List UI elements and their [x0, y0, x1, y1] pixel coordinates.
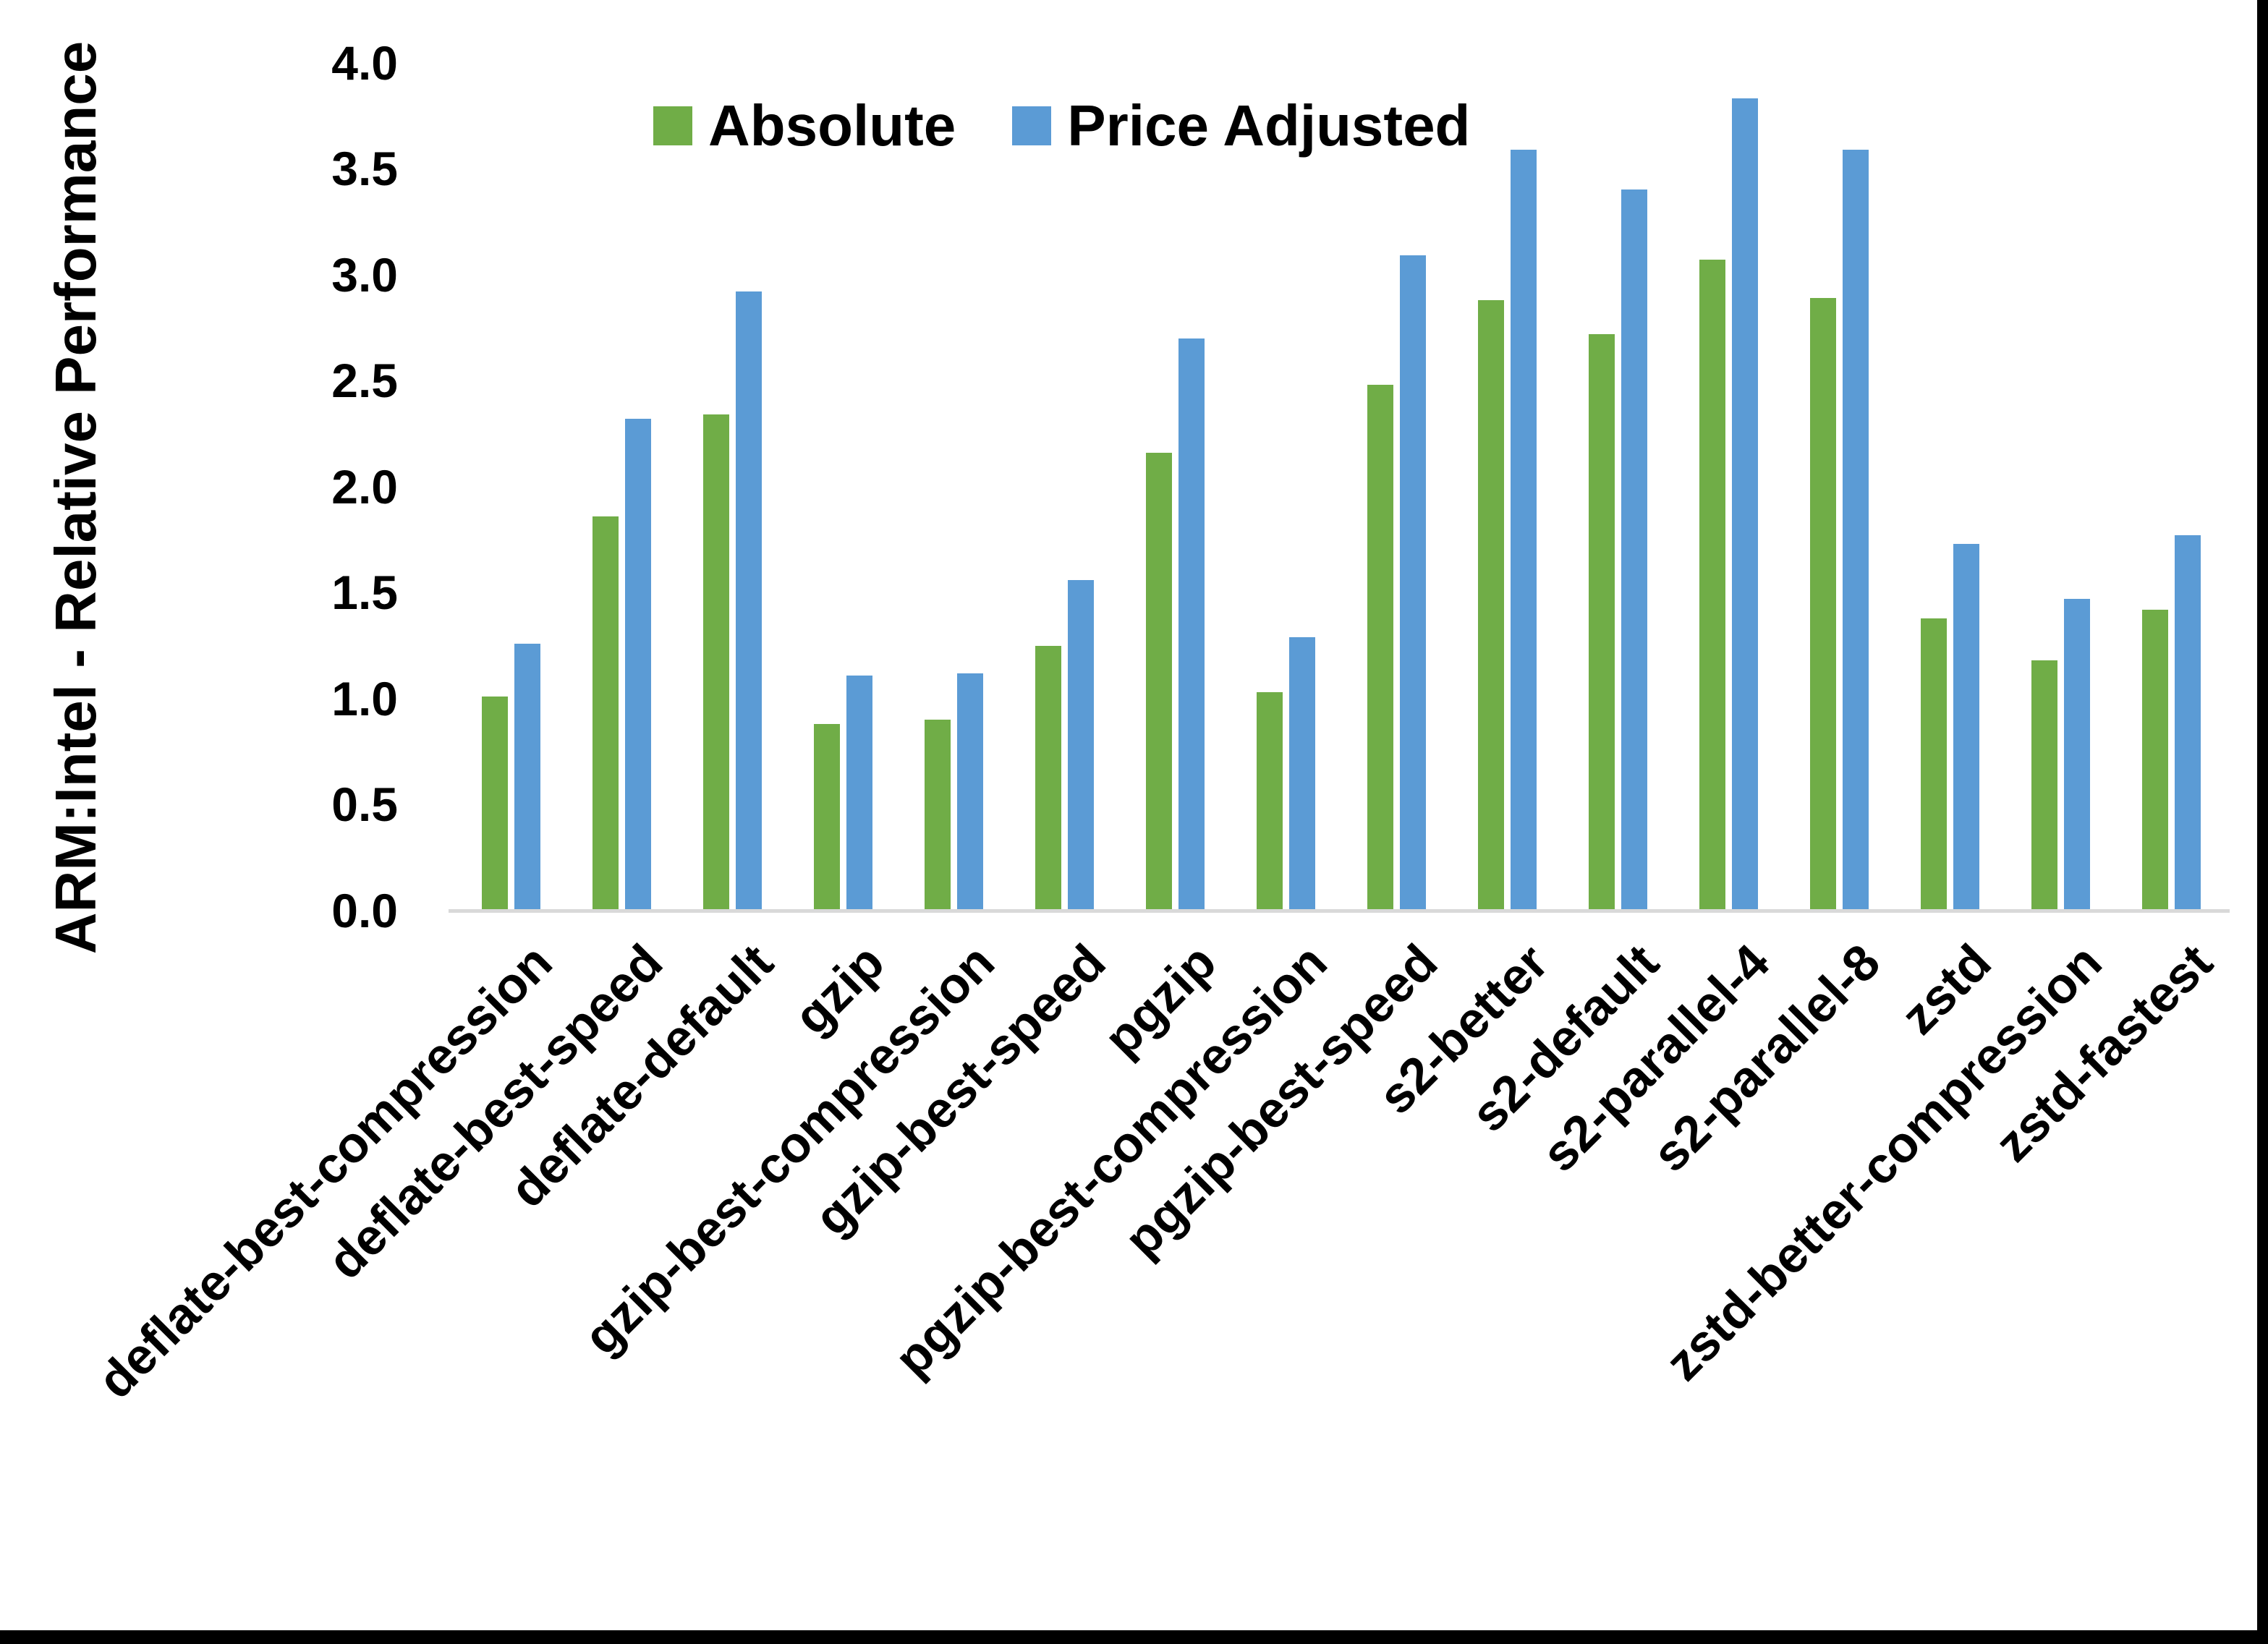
- frame-bottom-edge: [0, 1630, 2268, 1644]
- legend-label-price-adjusted: Price Adjusted: [1067, 93, 1471, 158]
- bar-price-adjusted-deflate-best-speed: [625, 419, 651, 911]
- bar-absolute-zstd-fastest: [2142, 610, 2168, 911]
- bar-group-deflate-best-compression: [456, 0, 566, 911]
- bar-group-zstd: [1895, 0, 2005, 911]
- bar-group-pgzip-best-speed: [1341, 0, 1452, 911]
- bars-area: [456, 0, 2227, 911]
- bar-absolute-s2-better: [1478, 300, 1504, 911]
- y-tick-label: 2.5: [331, 354, 398, 408]
- bar-group-s2-better: [1452, 0, 1563, 911]
- bar-price-adjusted-s2-parallel-8: [1843, 150, 1869, 911]
- x-tick-label-deflate-best-compression: deflate-best-compression: [86, 933, 563, 1410]
- bar-group-pgzip-best-compression: [1231, 0, 1341, 911]
- bar-absolute-zstd: [1921, 618, 1947, 911]
- legend: Absolute Price Adjusted: [653, 93, 1470, 159]
- bar-group-gzip-best-speed: [1009, 0, 1120, 911]
- x-axis-line: [449, 909, 2230, 913]
- bar-price-adjusted-s2-better: [1511, 150, 1537, 911]
- bar-price-adjusted-zstd-better-compression: [2064, 599, 2090, 911]
- bar-group-pgzip: [1120, 0, 1231, 911]
- y-tick-label: 0.0: [331, 884, 398, 937]
- bar-absolute-deflate-default: [703, 414, 729, 911]
- bar-price-adjusted-s2-default: [1621, 189, 1647, 911]
- bar-price-adjusted-s2-parallel-4: [1732, 98, 1758, 911]
- bar-group-gzip: [788, 0, 899, 911]
- bar-absolute-pgzip-best-compression: [1257, 692, 1283, 911]
- frame-right-edge: [2257, 0, 2268, 1644]
- bar-absolute-s2-parallel-4: [1699, 260, 1725, 911]
- bar-price-adjusted-pgzip-best-speed: [1400, 255, 1426, 911]
- bar-price-adjusted-zstd-fastest: [2175, 535, 2201, 911]
- y-tick-label: 2.0: [331, 459, 398, 514]
- bar-absolute-gzip-best-compression: [925, 720, 951, 911]
- bar-price-adjusted-pgzip: [1178, 338, 1205, 911]
- bar-price-adjusted-pgzip-best-compression: [1289, 637, 1315, 911]
- bar-group-s2-parallel-8: [1784, 0, 1895, 911]
- bar-group-zstd-better-compression: [2005, 0, 2116, 911]
- y-tick-label: 1.0: [331, 671, 398, 725]
- bar-price-adjusted-deflate-best-compression: [514, 644, 540, 911]
- bar-price-adjusted-gzip-best-compression: [957, 673, 983, 911]
- bar-price-adjusted-gzip: [846, 676, 872, 911]
- bar-absolute-gzip: [814, 724, 840, 911]
- y-axis-title: ARM:Intel - Relative Performance: [43, 41, 108, 955]
- bar-group-deflate-default: [677, 0, 788, 911]
- bar-price-adjusted-zstd: [1953, 544, 1979, 911]
- y-tick-label: 4.0: [331, 35, 398, 90]
- bar-price-adjusted-gzip-best-speed: [1068, 580, 1094, 911]
- y-tick-label: 3.5: [331, 142, 398, 196]
- bar-absolute-s2-default: [1589, 334, 1615, 911]
- bar-absolute-deflate-best-compression: [482, 697, 508, 911]
- y-tick-label: 0.5: [331, 778, 398, 832]
- bar-group-zstd-fastest: [2116, 0, 2227, 911]
- bar-absolute-pgzip-best-speed: [1367, 385, 1393, 911]
- y-tick-label: 1.5: [331, 566, 398, 620]
- legend-label-absolute: Absolute: [708, 93, 956, 158]
- bar-price-adjusted-deflate-default: [736, 291, 762, 911]
- bar-absolute-s2-parallel-8: [1810, 298, 1836, 911]
- bar-absolute-pgzip: [1146, 453, 1172, 911]
- legend-swatch-price-adjusted: [1012, 106, 1052, 145]
- bar-group-s2-default: [1563, 0, 1673, 911]
- bar-group-s2-parallel-4: [1673, 0, 1784, 911]
- bar-group-deflate-best-speed: [566, 0, 677, 911]
- y-tick-label: 3.0: [331, 247, 398, 302]
- bar-group-gzip-best-compression: [899, 0, 1009, 911]
- bar-absolute-gzip-best-speed: [1035, 646, 1061, 911]
- bar-absolute-deflate-best-speed: [593, 516, 619, 911]
- bar-absolute-zstd-better-compression: [2031, 660, 2057, 911]
- legend-swatch-absolute: [653, 106, 692, 145]
